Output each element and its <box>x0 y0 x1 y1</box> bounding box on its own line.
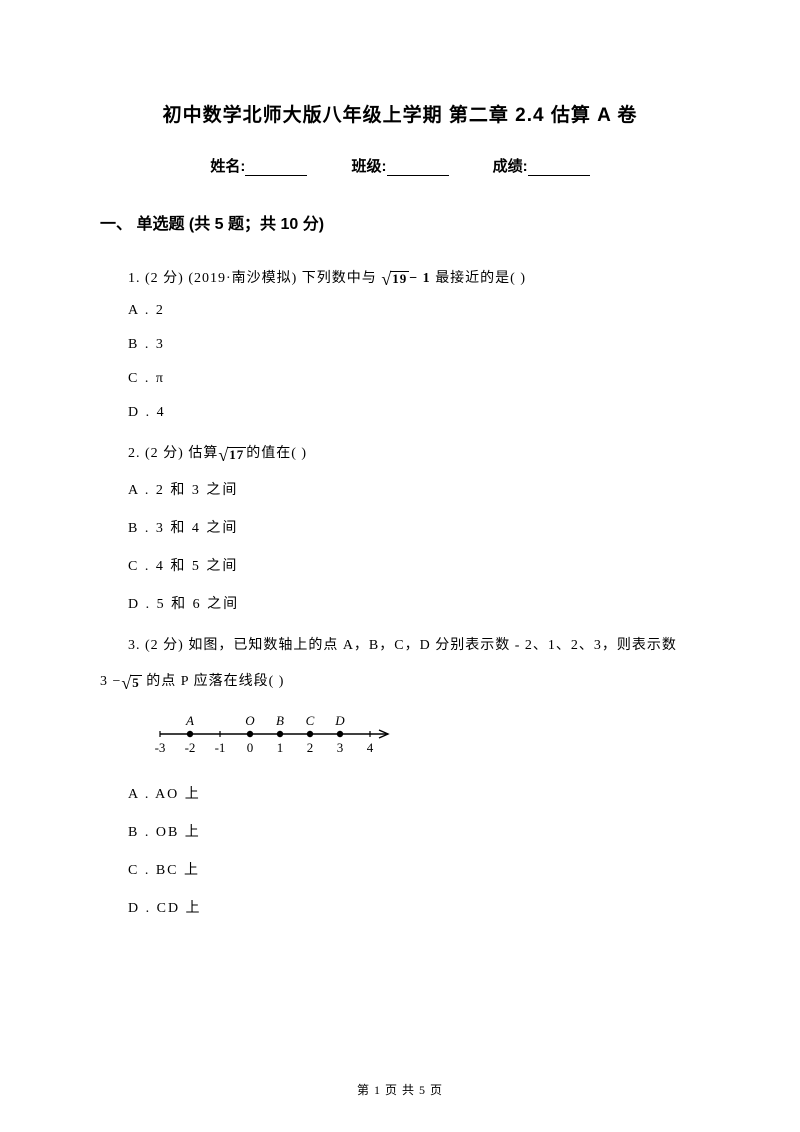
q3-option-c[interactable]: C . BC 上 <box>128 859 700 879</box>
sqrt-icon: √17 <box>218 447 246 462</box>
q1-prefix: 1. (2 分) (2019·南沙模拟) 下列数中与 <box>128 271 381 286</box>
name-blank[interactable] <box>245 162 307 176</box>
number-line-figure: -3 -2 -1 0 1 2 3 4 A O B C D <box>140 704 700 765</box>
q2-prefix: 2. (2 分) 估算 <box>128 446 218 461</box>
q1-stem: 1. (2 分) (2019·南沙模拟) 下列数中与 √19 − 1 最接近的是… <box>128 264 700 293</box>
q1-option-d[interactable]: D . 4 <box>128 405 700 421</box>
q3-option-a[interactable]: A . AO 上 <box>128 783 700 803</box>
q2-option-b[interactable]: B . 3 和 4 之间 <box>128 517 700 537</box>
q2-suffix: 的值在( ) <box>246 446 307 461</box>
svg-text:2: 2 <box>307 740 314 755</box>
svg-text:C: C <box>306 713 315 728</box>
q3-sqrt-body: 5 <box>130 675 142 690</box>
info-row: 姓名: 班级: 成绩: <box>100 155 700 176</box>
page-footer: 第 1 页 共 5 页 <box>0 1081 800 1098</box>
score-blank[interactable] <box>528 162 590 176</box>
q2-option-a[interactable]: A . 2 和 3 之间 <box>128 479 700 499</box>
svg-text:A: A <box>185 713 194 728</box>
score-label: 成绩: <box>493 158 528 175</box>
q3-expr-prefix: 3 − <box>100 674 121 690</box>
class-label: 班级: <box>352 158 387 175</box>
q1-after-sqrt: − 1 <box>409 264 430 293</box>
name-label: 姓名: <box>210 158 245 175</box>
q3-option-b[interactable]: B . OB 上 <box>128 821 700 841</box>
page-title: 初中数学北师大版八年级上学期 第二章 2.4 估算 A 卷 <box>100 100 700 127</box>
q3-suffix: 的点 P 应落在线段( ) <box>146 674 284 689</box>
svg-text:-2: -2 <box>185 740 196 755</box>
svg-text:O: O <box>245 713 255 728</box>
q1-option-b[interactable]: B . 3 <box>128 337 700 353</box>
q2-sqrt-body: 17 <box>227 447 246 462</box>
q2-option-d[interactable]: D . 5 和 6 之间 <box>128 593 700 613</box>
svg-text:D: D <box>334 713 345 728</box>
q3-option-d[interactable]: D . CD 上 <box>128 897 700 917</box>
class-blank[interactable] <box>387 162 449 176</box>
q3-stem-line2: 3 − √5 的点 P 应落在线段( ) <box>100 670 700 690</box>
svg-text:1: 1 <box>277 740 284 755</box>
q1-sqrt-body: 19 <box>390 271 409 286</box>
svg-text:3: 3 <box>337 740 344 755</box>
q3-stem-line1: 3. (2 分) 如图，已知数轴上的点 A，B，C，D 分别表示数 - 2、1、… <box>128 631 700 660</box>
q1-option-c[interactable]: C . π <box>128 371 700 387</box>
svg-text:-3: -3 <box>155 740 166 755</box>
section-heading: 一、 单选题 (共 5 题；共 10 分) <box>100 210 700 234</box>
q1-suffix: 最接近的是( ) <box>435 271 526 286</box>
svg-text:-1: -1 <box>215 740 226 755</box>
q2-option-c[interactable]: C . 4 和 5 之间 <box>128 555 700 575</box>
q2-stem: 2. (2 分) 估算 √17 的值在( ) <box>128 439 700 468</box>
sqrt-icon: √5 <box>121 675 141 690</box>
sqrt-icon: √19 <box>381 271 409 286</box>
svg-text:B: B <box>276 713 284 728</box>
q1-option-a[interactable]: A . 2 <box>128 303 700 319</box>
svg-text:0: 0 <box>247 740 254 755</box>
svg-text:4: 4 <box>367 740 374 755</box>
